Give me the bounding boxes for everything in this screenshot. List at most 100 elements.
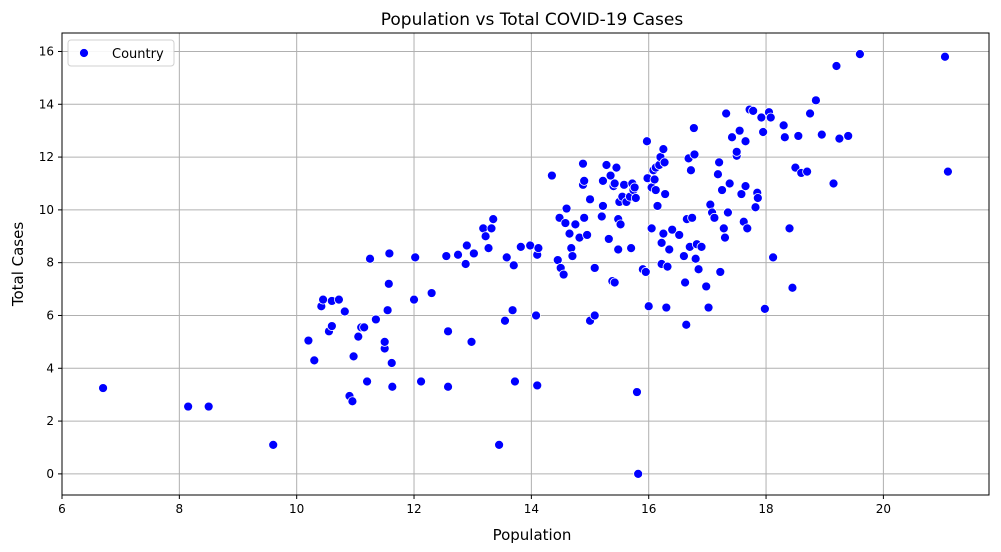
data-point [370, 314, 381, 325]
data-point [713, 169, 723, 180]
data-point [752, 193, 763, 203]
data-point [532, 380, 543, 391]
legend-label-country: Country [112, 47, 164, 62]
data-point [721, 108, 732, 119]
data-point [724, 178, 735, 189]
data-point [567, 251, 578, 261]
data-point [778, 120, 789, 131]
data-point [633, 468, 644, 479]
x-tick-label: 8 [176, 502, 184, 516]
data-point [943, 166, 953, 177]
data-point [736, 189, 747, 199]
y-axis-ticks: 0 2 4 6 8 10 12 14 16 [39, 44, 62, 481]
y-tick-label: 16 [39, 44, 54, 58]
data-point [347, 396, 358, 407]
data-point [656, 237, 667, 248]
data-point [98, 383, 108, 393]
data-point [443, 381, 453, 392]
x-tick-label: 16 [641, 502, 656, 516]
data-point [379, 336, 390, 347]
data-point [696, 241, 707, 252]
data-point [681, 319, 692, 330]
x-axis-ticks: 6 8 10 12 14 16 18 20 [58, 495, 891, 516]
data-point [501, 252, 512, 263]
data-point [765, 112, 776, 123]
data-point [605, 170, 616, 181]
data-point [382, 305, 393, 316]
data-point [626, 243, 637, 254]
data-point [689, 149, 700, 160]
data-point [649, 174, 660, 185]
data-point [362, 376, 372, 387]
data-point [802, 166, 813, 177]
data-point [811, 95, 821, 106]
data-point [843, 131, 854, 141]
data-point [203, 401, 214, 412]
data-point [525, 240, 536, 251]
data-point [674, 230, 685, 240]
data-point [688, 123, 699, 133]
data-point [748, 105, 759, 116]
data-point [740, 136, 751, 147]
data-point [834, 133, 845, 144]
data-point [603, 234, 614, 244]
data-point [387, 381, 398, 392]
data-point [619, 179, 629, 190]
data-point [488, 214, 499, 225]
data-point [515, 241, 526, 252]
data-point [658, 144, 669, 155]
data-point [303, 335, 314, 346]
data-point [348, 351, 359, 362]
data-point [640, 267, 651, 277]
data-point [940, 51, 950, 62]
data-point [558, 269, 569, 280]
data-point [723, 207, 733, 218]
data-point [650, 185, 661, 195]
data-point [564, 228, 575, 239]
data-point [652, 201, 663, 211]
data-point [742, 223, 753, 234]
data-point [570, 219, 581, 230]
data-point [480, 231, 491, 242]
data-point [183, 401, 194, 412]
data-point [466, 336, 477, 347]
data-point [500, 315, 510, 326]
data-point [460, 259, 471, 269]
data-point [579, 212, 590, 223]
data-point [805, 108, 815, 119]
data-point [359, 322, 370, 333]
data-point [566, 243, 577, 254]
data-point [667, 224, 678, 235]
data-point [690, 253, 701, 264]
data-point [759, 303, 770, 314]
data-point [615, 219, 626, 230]
data-point [709, 212, 720, 223]
data-point [601, 160, 612, 170]
legend-marker [79, 48, 89, 58]
data-point [703, 302, 714, 313]
data-point [646, 223, 657, 234]
data-point [326, 321, 337, 331]
data-point [642, 136, 652, 147]
y-tick-label: 10 [39, 203, 54, 217]
data-point [598, 175, 608, 186]
data-point [701, 281, 712, 292]
data-point [561, 203, 572, 214]
y-tick-label: 12 [39, 150, 54, 164]
data-point [629, 182, 640, 193]
data-point [731, 146, 742, 157]
x-tick-label: 10 [289, 502, 304, 516]
data-point [268, 439, 279, 450]
data-point [718, 223, 729, 234]
data-point [334, 294, 344, 305]
data-point [582, 230, 593, 240]
y-tick-label: 6 [46, 308, 54, 322]
data-point [598, 201, 608, 211]
data-point [426, 288, 437, 298]
data-point [483, 243, 494, 254]
data-point [740, 181, 751, 192]
data-point [750, 202, 761, 213]
data-point [386, 358, 397, 368]
data-point [461, 240, 472, 251]
